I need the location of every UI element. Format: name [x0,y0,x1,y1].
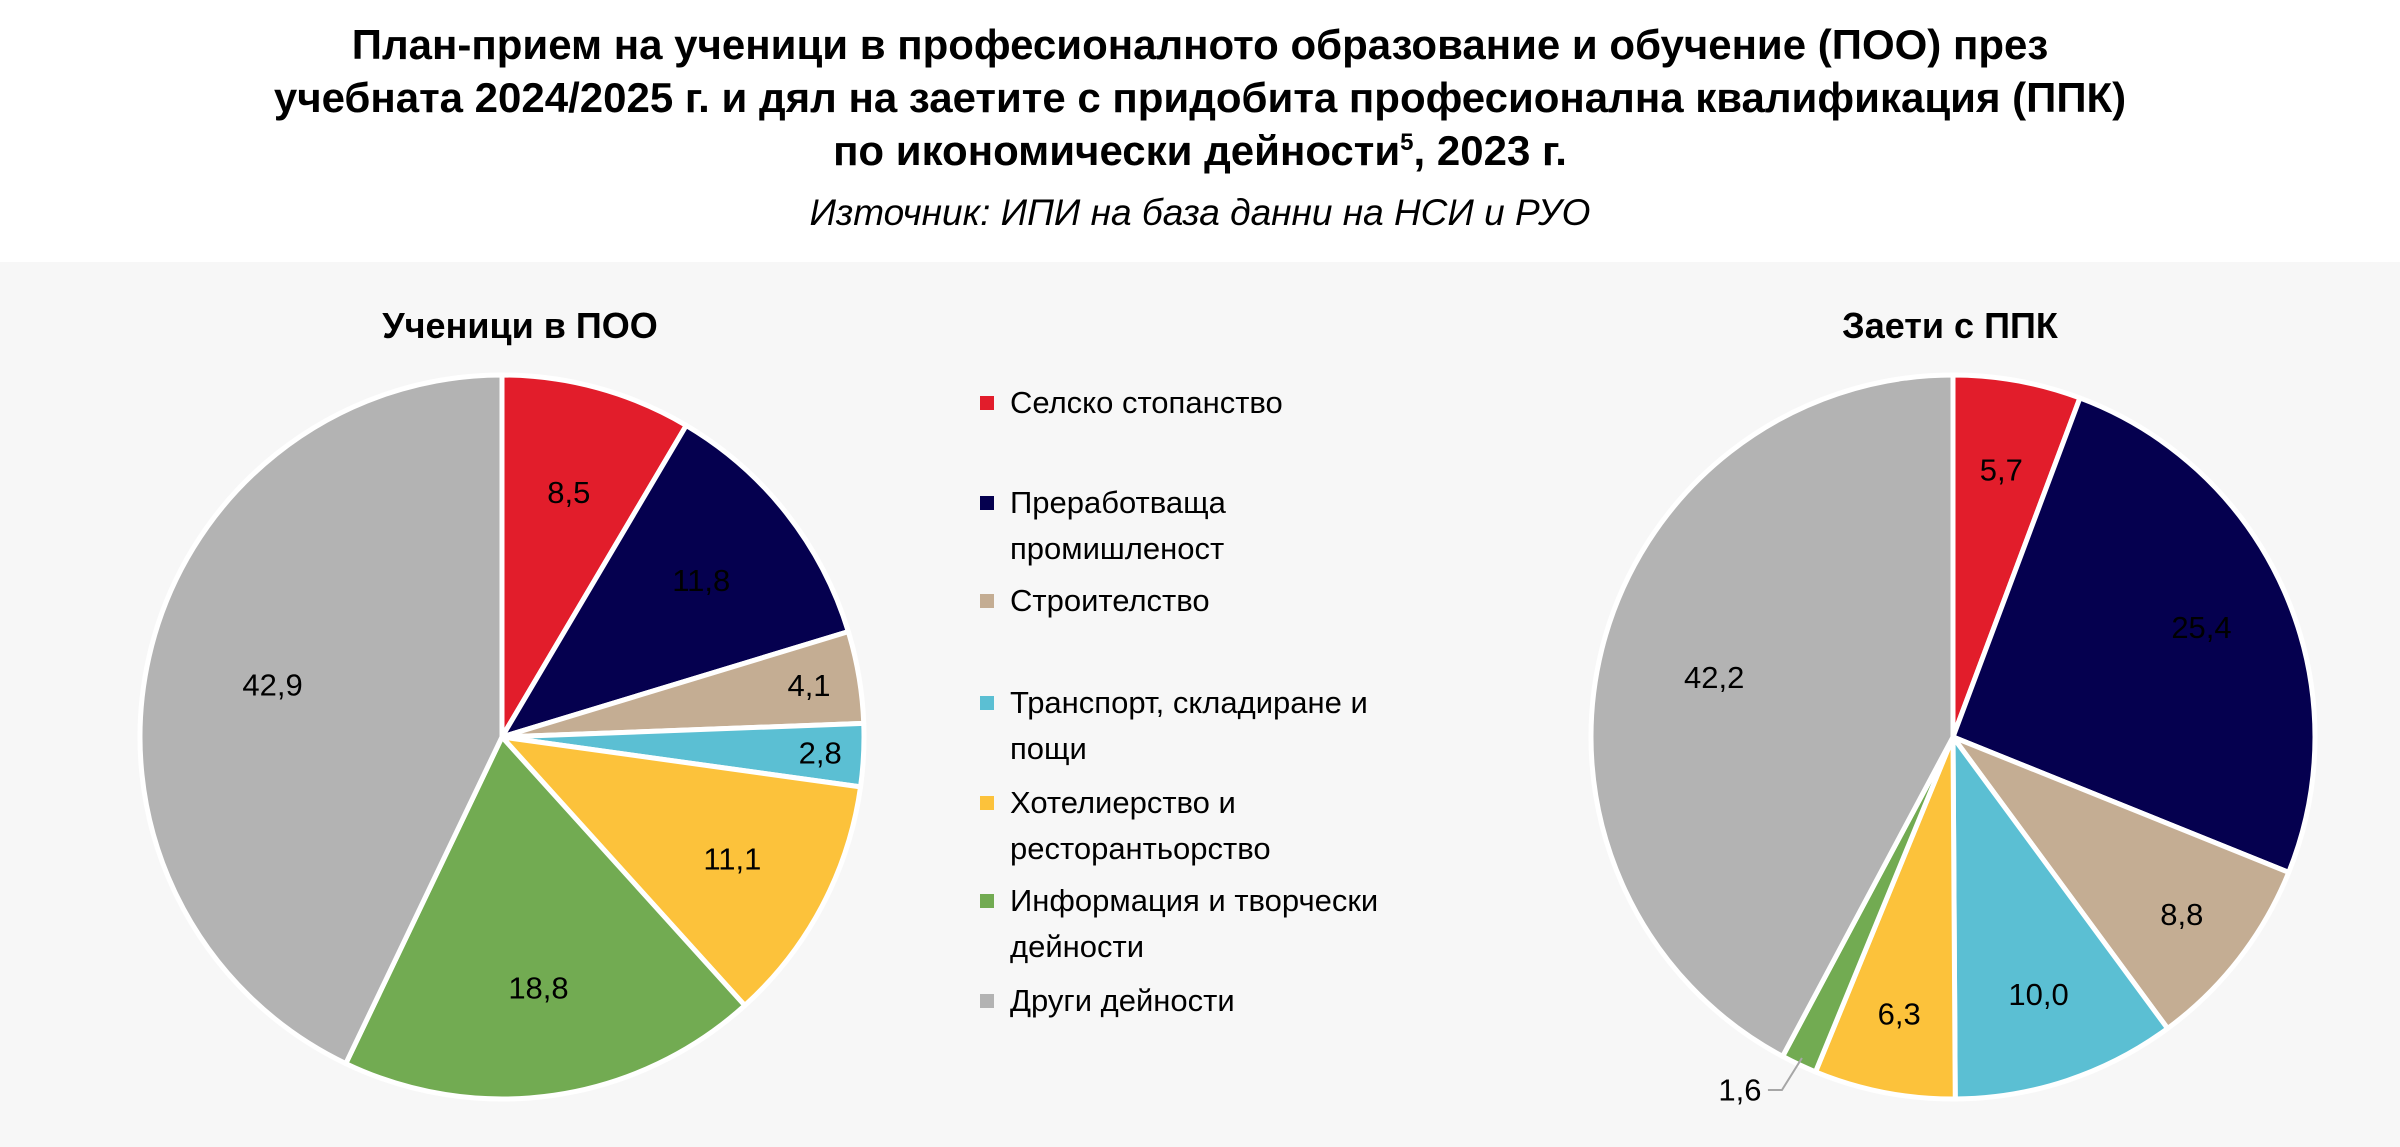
data-label: 1,6 [1718,1072,1761,1107]
legend-label: Преработваща промишленост [1010,485,1226,566]
data-label: 25,4 [2171,610,2231,645]
data-label: 42,2 [1684,660,1744,695]
pie-slice [1588,372,1956,1059]
right-chart-title: Заети с ППК [1842,305,2058,346]
pie-slice [499,422,851,740]
header: План-прием на ученици в професионалното … [0,0,2400,250]
pie-slice [499,372,689,740]
pie-slice [499,734,864,1009]
data-label: 4,1 [787,668,830,703]
left-chart-title: Ученици в ПОО [382,305,658,346]
legend-label: Строителство [1010,583,1210,618]
pie-slice [343,734,748,1102]
data-label: 8,5 [547,475,590,510]
legend-swatch [980,894,994,908]
leader-line [1767,1057,1803,1091]
data-label: 8,8 [2160,897,2203,932]
legend-swatch [980,496,994,510]
data-label: 11,8 [672,563,730,598]
title-line-2: учебната 2024/2025 г. и дял на заетите с… [273,74,2127,121]
legend-swatch [980,994,994,1008]
legend-label: Селско стопанство [1010,385,1283,420]
page-title: План-прием на ученици в професионалното … [0,18,2400,177]
data-label: 18,8 [508,970,568,1005]
title-line-1: План-прием на ученици в професионалното … [351,21,2049,68]
pie-slice [1950,734,2171,1102]
legend-label: Информация и творчески дейности [1010,883,1379,964]
data-label: 42,9 [242,667,302,702]
legend-swatch [980,396,994,410]
data-label: 11,1 [703,841,761,876]
data-label: 10,0 [2008,977,2068,1012]
source-note: Източник: ИПИ на база данни на НСИ и РУО [809,192,1591,233]
title-line-3-tail: , 2023 г. [1413,127,1567,174]
footnote-marker: 5 [1400,129,1414,156]
title-line-3: по икономически дейности5, 2023 г. [0,124,2400,177]
data-label: 2,8 [799,736,842,771]
data-label: 6,3 [1878,997,1921,1032]
title-line-3-main: по икономически дейности [833,127,1401,174]
legend-label: Други дейности [1010,983,1235,1018]
pie-slice [1950,734,2292,1032]
legend-label: Транспорт, складиране и пощи [1010,685,1368,766]
pie-slice [1950,395,2318,875]
legend-swatch [980,594,994,608]
data-label: 5,7 [1980,452,2023,487]
legend-swatch [980,796,994,810]
pie-slice [1813,734,1958,1102]
legend-label: Хотелиерство и ресторантьорство [1010,785,1271,866]
pie-slice [137,372,505,1067]
legend-swatch [980,696,994,710]
